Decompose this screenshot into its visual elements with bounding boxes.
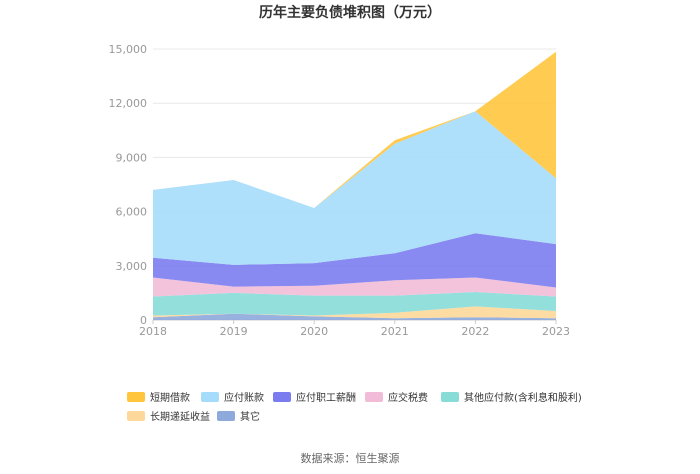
x-tick-label: 2021 bbox=[381, 325, 409, 338]
plot-area bbox=[153, 51, 556, 320]
y-tick-label: 9,000 bbox=[116, 151, 148, 164]
legend-label: 短期借款 bbox=[150, 391, 190, 404]
legend-label: 长期递延收益 bbox=[150, 410, 210, 423]
legend-label: 应交税费 bbox=[388, 391, 428, 404]
x-tick-label: 2019 bbox=[220, 325, 248, 338]
area-series bbox=[153, 111, 556, 265]
area-series bbox=[153, 277, 556, 297]
y-tick-label: 12,000 bbox=[109, 97, 148, 110]
legend-swatch bbox=[441, 392, 459, 402]
area-series bbox=[153, 306, 556, 319]
legend-label: 应付职工薪酬 bbox=[296, 391, 356, 404]
legend-swatch bbox=[273, 392, 291, 402]
legend-label: 其他应付款(含利息和股利) bbox=[464, 391, 582, 404]
area-series bbox=[153, 292, 556, 316]
axes: 0 3,000 6,000 9,000 12,000 15,000 2018 2019 2020… bbox=[109, 43, 571, 338]
legend-swatch bbox=[127, 392, 145, 402]
legend-label: 应付账款 bbox=[224, 391, 264, 404]
legend-swatch bbox=[127, 411, 145, 421]
chart-title: 历年主要负债堆积图（万元） bbox=[259, 4, 441, 21]
y-tick-label: 6,000 bbox=[116, 206, 148, 219]
legend: 短期借款 应付账款 应付职工薪酬 应交税费 其他应付款(含利息和股利) 长期递延收益 其它 bbox=[127, 391, 582, 423]
y-tick-label: 3,000 bbox=[116, 260, 148, 273]
y-tick-label: 0 bbox=[140, 314, 147, 327]
legend-label: 其它 bbox=[240, 410, 260, 423]
x-tick-label: 2020 bbox=[300, 325, 328, 338]
x-tick-label: 2022 bbox=[461, 325, 489, 338]
area-series bbox=[153, 233, 556, 288]
x-tick-label: 2023 bbox=[542, 325, 570, 338]
legend-swatch bbox=[217, 411, 235, 421]
source-text: 数据来源：恒生聚源 bbox=[301, 451, 400, 465]
legend-swatch bbox=[201, 392, 219, 402]
legend-swatch bbox=[365, 392, 383, 402]
x-tick-label: 2018 bbox=[139, 325, 167, 338]
y-tick-label: 15,000 bbox=[109, 43, 148, 56]
area-series bbox=[153, 313, 556, 320]
